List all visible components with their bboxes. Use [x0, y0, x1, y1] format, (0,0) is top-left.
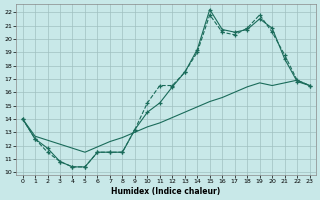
X-axis label: Humidex (Indice chaleur): Humidex (Indice chaleur) — [111, 187, 221, 196]
